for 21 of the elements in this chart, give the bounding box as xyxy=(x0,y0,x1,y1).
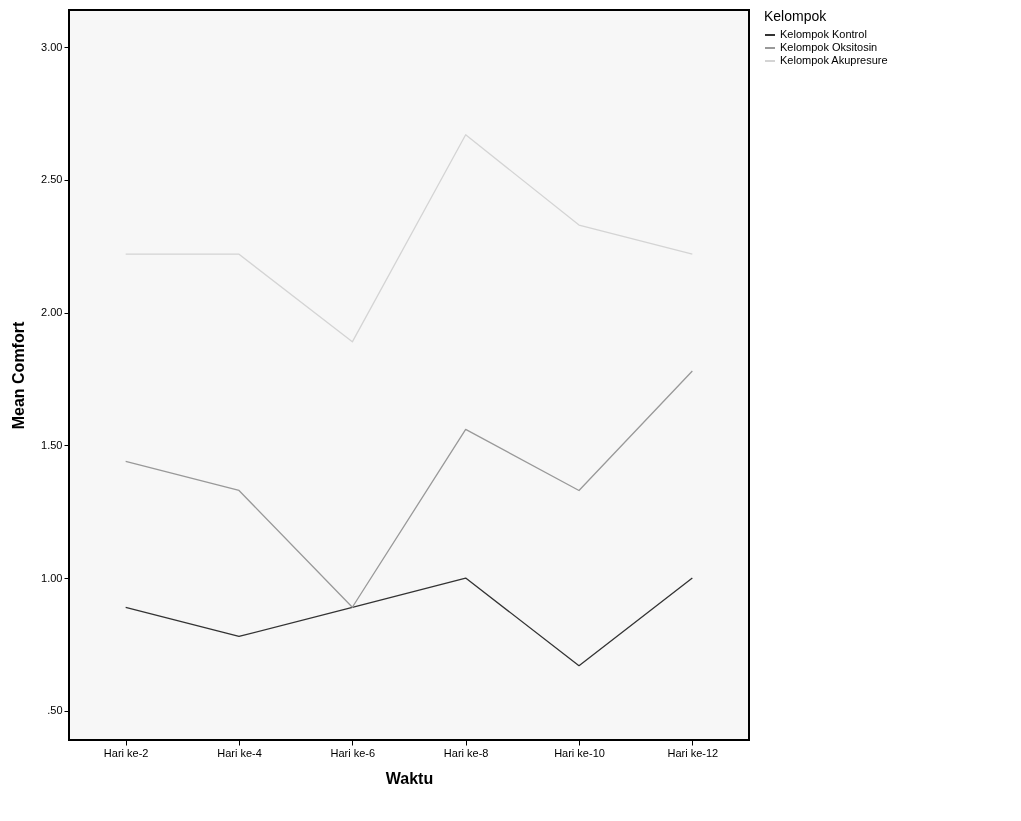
y-axis-title: Mean Comfort xyxy=(10,321,28,430)
legend-label: Kelompok Akupresure xyxy=(780,54,888,66)
legend-title: Kelompok xyxy=(764,8,828,24)
y-tick-label: 2.00 xyxy=(41,306,63,319)
legend-label: Kelompok Kontrol xyxy=(780,28,867,40)
legend-label: Kelompok Oksitosin xyxy=(780,41,878,53)
x-tick-label: Hari ke-6 xyxy=(330,746,376,759)
y-tick-label: 2.50 xyxy=(41,173,63,186)
y-tick-label: 1.50 xyxy=(41,438,63,451)
x-tick-label: Hari ke-4 xyxy=(217,746,262,759)
line-series xyxy=(125,370,693,608)
y-tick-label: 3.00 xyxy=(41,40,63,53)
x-tick-label: Hari ke-12 xyxy=(667,746,719,759)
x-tick-label: Hari ke-10 xyxy=(554,746,605,759)
y-tick-label: .50 xyxy=(47,704,63,717)
y-tick-label: 1.00 xyxy=(41,571,63,584)
x-tick-label: Hari ke-8 xyxy=(443,746,489,759)
line-series xyxy=(125,577,693,667)
line-series xyxy=(125,134,693,343)
x-tick-label: Hari ke-2 xyxy=(103,746,149,759)
x-axis-title: Waktu xyxy=(385,769,434,787)
